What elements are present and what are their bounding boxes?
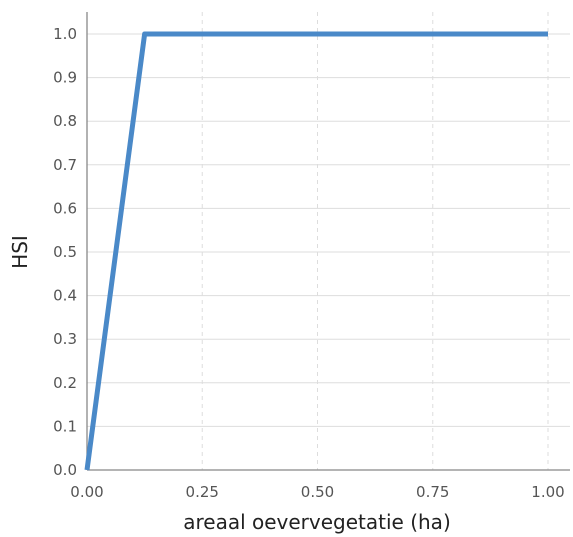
- x-tick-label: 0.00: [70, 483, 103, 501]
- y-tick-label: 0.2: [53, 374, 77, 392]
- y-tick-label: 0.1: [53, 417, 77, 435]
- x-tick-label: 0.50: [301, 483, 334, 501]
- series-line-0: [84, 31, 548, 471]
- y-tick-label: 0.9: [53, 69, 77, 87]
- y-tick-label: 0.4: [53, 287, 77, 305]
- y-tick-label: 0.5: [53, 243, 77, 261]
- x-tick-label: 0.75: [416, 483, 449, 501]
- series-group: [84, 31, 548, 471]
- y-axis-label: HSI: [8, 235, 32, 269]
- y-tick-label: 0.3: [53, 330, 77, 348]
- x-tick-label: 0.25: [186, 483, 219, 501]
- axes: [86, 12, 570, 471]
- tick-labels: 0.0 0.1 0.2 0.3 0.4 0.5 0.6 0.7 0.8 0.9 1.0 0.00 0.2…: [53, 25, 565, 501]
- x-tick-label: 1.00: [531, 483, 564, 501]
- x-axis-label: areaal oevervegetatie (ha): [183, 510, 451, 534]
- y-tick-label: 0.0: [53, 461, 77, 479]
- y-tick-label: 1.0: [53, 25, 77, 43]
- y-tick-label: 0.6: [53, 199, 77, 217]
- y-tick-label: 0.7: [53, 156, 77, 174]
- y-tick-label: 0.8: [53, 112, 77, 130]
- grid: [87, 12, 570, 470]
